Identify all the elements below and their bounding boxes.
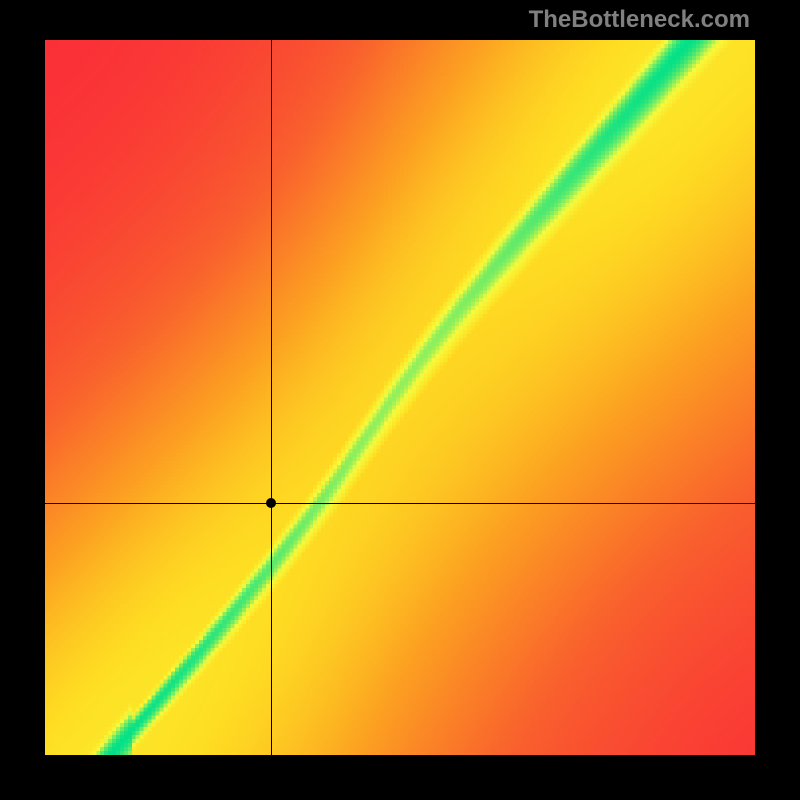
bottleneck-heatmap [45,40,755,755]
crosshair-vertical [271,40,272,755]
attribution-text: TheBottleneck.com [529,6,750,34]
heatmap-canvas [45,40,755,755]
crosshair-horizontal [45,503,755,504]
crosshair-marker [266,498,276,508]
